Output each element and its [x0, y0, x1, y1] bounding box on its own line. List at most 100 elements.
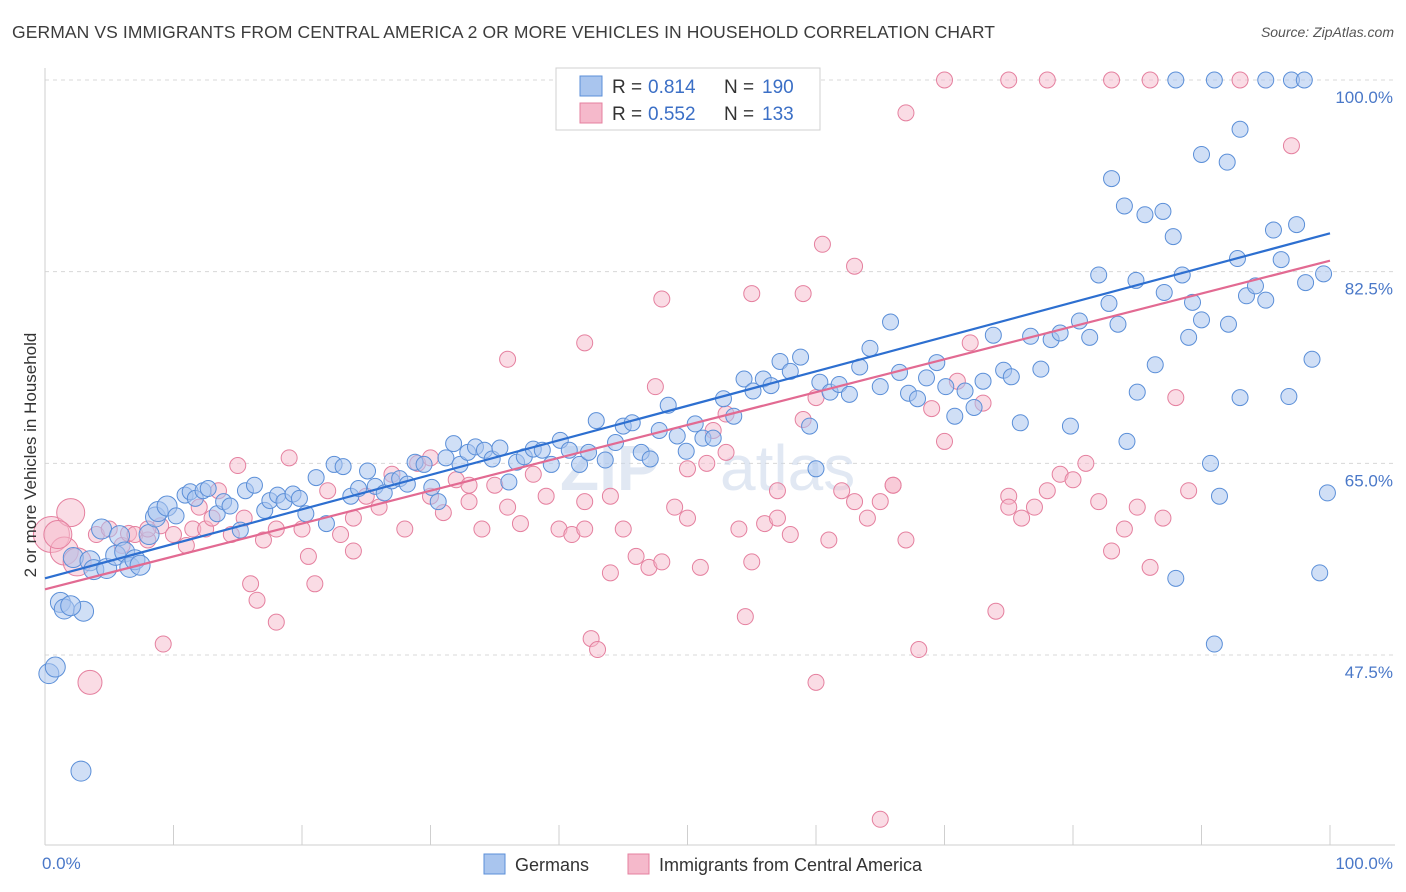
immigrants-point — [267, 613, 285, 631]
immigrants-point — [871, 810, 889, 828]
immigrants-point — [653, 290, 671, 308]
legend-swatch-pink — [579, 102, 603, 124]
germans-point — [1115, 197, 1133, 215]
germans-point — [882, 313, 900, 331]
immigrants-point — [524, 465, 542, 483]
germans-point — [946, 407, 964, 425]
germans-point — [1154, 202, 1172, 220]
top-legend: R = 0.814 N = 190 R = 0.552 N = 133 — [555, 67, 821, 131]
immigrants-point — [846, 493, 864, 511]
y-tick-label-1: 65.0% — [1345, 471, 1393, 490]
germans-point — [974, 372, 992, 390]
germans-point — [1032, 360, 1050, 378]
immigrants-point — [1154, 509, 1172, 527]
immigrants-point — [537, 487, 555, 505]
legend-r-label-1: R = — [612, 77, 642, 98]
germans-trend-line — [44, 232, 1331, 580]
immigrants-point — [165, 526, 182, 544]
germans-point — [641, 450, 659, 468]
immigrants-point — [576, 493, 594, 511]
germans-point — [735, 370, 753, 388]
y-tick-label-2: 82.5% — [1345, 280, 1393, 299]
germans-point — [1136, 206, 1154, 224]
immigrants-point — [499, 498, 517, 516]
germans-point — [1164, 228, 1182, 246]
immigrants-point — [589, 641, 607, 659]
germans-point — [861, 339, 879, 357]
germans-point — [1231, 120, 1249, 138]
immigrants-point — [858, 509, 876, 527]
immigrants-point — [344, 542, 362, 560]
germans-point — [918, 369, 936, 387]
immigrants-point — [1038, 71, 1056, 89]
immigrants-point — [627, 547, 645, 565]
immigrants-point — [576, 334, 594, 352]
immigrants-point — [743, 553, 761, 571]
germans-point — [359, 462, 377, 480]
germans-point — [956, 382, 974, 400]
legend-r-value-1: 0.814 — [648, 77, 696, 98]
immigrants-point — [1115, 520, 1133, 538]
germans-point — [500, 473, 518, 491]
germans-point — [1288, 216, 1306, 234]
germans-point — [984, 326, 1002, 344]
immigrants-point — [846, 257, 864, 275]
germans-point — [937, 378, 955, 396]
germans-point — [1205, 71, 1223, 89]
immigrants-point — [1000, 71, 1018, 89]
immigrants-point — [910, 641, 928, 659]
germans-point — [1219, 315, 1237, 333]
watermark-atlas: atlas — [720, 432, 855, 504]
germans-point — [1167, 71, 1185, 89]
germans-point — [91, 518, 113, 540]
immigrants-point — [666, 498, 684, 516]
immigrants-point — [691, 558, 709, 576]
immigrants-trend-line — [44, 259, 1331, 591]
germans-point — [44, 656, 66, 678]
bottom-legend-swatch-immigrants — [627, 853, 650, 875]
germans-point — [199, 480, 217, 498]
immigrants-point — [154, 635, 172, 653]
x-tick-label-1: 100.0% — [1335, 854, 1393, 873]
germans-point — [1280, 388, 1298, 406]
axes — [44, 68, 1395, 846]
germans-point — [871, 378, 889, 396]
germans-point — [307, 469, 325, 487]
immigrants-point — [813, 235, 831, 253]
immigrants-point — [254, 531, 272, 549]
legend-n-label-2: N = — [724, 104, 754, 125]
immigrants-point — [768, 482, 786, 500]
germans-point — [1002, 368, 1020, 386]
immigrants-point — [1167, 389, 1185, 407]
immigrants-point — [698, 454, 716, 472]
immigrants-point — [1282, 137, 1300, 155]
germans-point — [1272, 251, 1290, 269]
germans-point — [801, 417, 819, 435]
x-tick-label-0: 0.0% — [42, 854, 81, 873]
immigrants-point — [646, 378, 664, 396]
immigrants-point — [1013, 509, 1031, 527]
germans-point — [1257, 291, 1275, 309]
blue-series-points — [38, 71, 1336, 782]
germans-point — [1184, 293, 1202, 311]
immigrants-point — [242, 575, 260, 593]
germans-point — [445, 435, 463, 453]
germans-point — [1210, 487, 1228, 505]
bottom-legend-germans: Germans — [515, 855, 589, 875]
germans-point — [1118, 432, 1136, 450]
immigrants-point — [1000, 498, 1018, 516]
germans-point — [704, 429, 722, 447]
immigrants-point — [679, 509, 696, 527]
bottom-legend-immigrants: Immigrants from Central America — [659, 855, 923, 875]
immigrants-point — [1064, 471, 1082, 489]
immigrants-point — [871, 493, 889, 511]
immigrants-point — [306, 575, 324, 593]
immigrants-point — [1077, 454, 1095, 472]
germans-point — [1315, 265, 1333, 283]
germans-point — [1295, 71, 1313, 89]
germans-point — [423, 478, 441, 496]
immigrants-point — [653, 553, 671, 571]
germans-point — [792, 348, 810, 366]
germans-point — [1011, 414, 1029, 432]
